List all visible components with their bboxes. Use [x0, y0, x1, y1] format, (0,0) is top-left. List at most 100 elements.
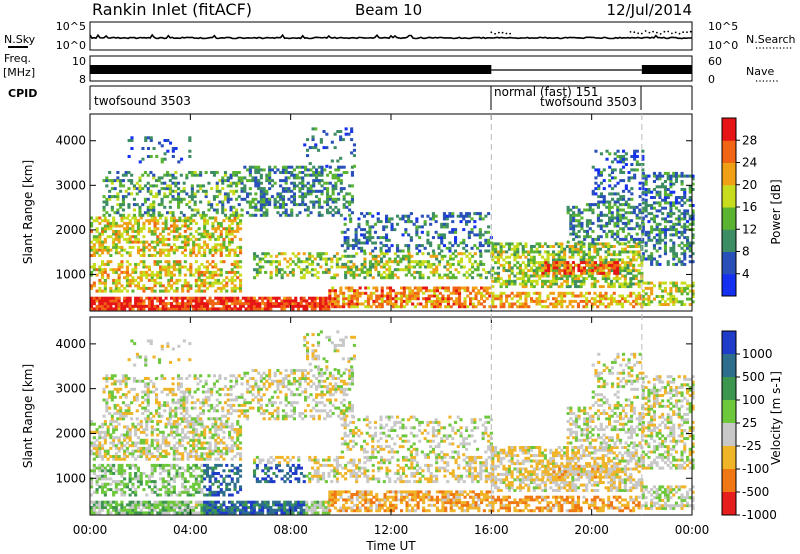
power-cell — [150, 299, 154, 303]
velocity-cell — [222, 508, 226, 512]
power-cell — [143, 197, 147, 201]
power-cell — [479, 252, 483, 256]
velocity-cell — [112, 472, 116, 475]
velocity-cell — [98, 469, 102, 473]
power-cell — [161, 243, 165, 247]
power-cell — [615, 299, 619, 303]
power-cell — [342, 205, 346, 209]
power-cell — [259, 213, 263, 217]
velocity-cell — [128, 488, 132, 492]
power-cell — [674, 171, 678, 175]
power-cell — [197, 237, 201, 241]
power-cell — [479, 254, 483, 258]
power-cell — [301, 192, 305, 196]
velocity-cell — [92, 503, 96, 507]
power-cell — [598, 302, 602, 306]
power-cell — [618, 253, 622, 257]
velocity-cell — [208, 500, 212, 504]
power-cell — [128, 302, 132, 306]
power-cell — [319, 257, 323, 261]
power-cell — [177, 200, 181, 204]
power-cell — [433, 286, 437, 290]
power-cell — [521, 282, 525, 286]
power-cell — [123, 221, 127, 225]
power-cell — [106, 273, 110, 277]
power-cell — [424, 305, 428, 309]
power-cell — [119, 203, 123, 207]
power-cell — [415, 225, 419, 229]
power-cell — [214, 227, 218, 231]
power-cell — [155, 184, 159, 188]
power-cell — [283, 270, 287, 274]
power-cell — [524, 302, 528, 306]
power-cell — [602, 224, 606, 228]
power-cell — [496, 294, 500, 298]
power-cell — [435, 254, 439, 258]
power-cell — [399, 260, 403, 264]
power-cell — [92, 219, 96, 223]
velocity-cell — [114, 480, 118, 484]
power-cell — [375, 299, 379, 303]
velocity-cell — [228, 508, 232, 512]
power-cell — [496, 253, 500, 257]
power-cell — [619, 155, 623, 158]
power-cell — [172, 262, 176, 266]
power-cell — [530, 266, 534, 270]
power-cell — [261, 307, 265, 311]
power-cell — [521, 269, 525, 273]
power-cell — [211, 254, 215, 257]
power-cell — [635, 149, 639, 153]
power-cell — [205, 243, 209, 247]
power-cell — [328, 291, 332, 295]
power-cell — [222, 307, 226, 311]
power-cell — [313, 296, 317, 300]
power-cell — [186, 268, 190, 272]
velocity-cell — [321, 506, 325, 509]
velocity-cell — [172, 503, 176, 507]
power-cell — [524, 274, 528, 278]
power-cell — [317, 171, 321, 174]
power-cell — [243, 187, 247, 191]
power-cell — [599, 192, 603, 196]
power-cell — [328, 205, 332, 209]
power-cell — [211, 260, 215, 264]
power-cell — [621, 203, 625, 207]
power-cell — [215, 184, 219, 188]
power-cell — [554, 271, 558, 275]
velocity-cell — [205, 511, 209, 515]
velocity-cell — [170, 508, 174, 512]
power-cell — [521, 253, 525, 257]
power-cell — [560, 297, 564, 301]
power-cell — [607, 269, 611, 273]
power-cell — [222, 278, 226, 282]
power-cell — [101, 227, 105, 231]
power-cell — [248, 179, 252, 183]
power-cell — [207, 200, 211, 204]
power-cell — [487, 230, 491, 234]
power-cell — [476, 212, 480, 216]
power-cell — [204, 195, 208, 199]
power-cell — [635, 168, 639, 172]
power-cell — [582, 282, 586, 286]
power-cell — [360, 246, 364, 250]
power-cell — [686, 297, 690, 301]
power-cell — [205, 265, 209, 269]
power-cell — [361, 291, 365, 295]
velocity-cell — [101, 466, 105, 470]
power-cell — [98, 299, 102, 303]
power-cell — [233, 262, 237, 266]
power-cell — [634, 277, 638, 281]
power-cell — [225, 245, 229, 249]
power-cell — [219, 243, 223, 247]
power-cell — [371, 254, 375, 258]
velocity-cell — [103, 485, 107, 489]
power-cell — [141, 157, 145, 161]
power-cell — [177, 181, 181, 185]
power-cell — [225, 229, 229, 233]
power-cell — [334, 187, 338, 191]
power-cell — [308, 162, 312, 166]
power-cell — [216, 302, 220, 306]
power-cell — [321, 307, 325, 311]
power-cell — [189, 304, 193, 308]
power-cell — [429, 270, 433, 274]
